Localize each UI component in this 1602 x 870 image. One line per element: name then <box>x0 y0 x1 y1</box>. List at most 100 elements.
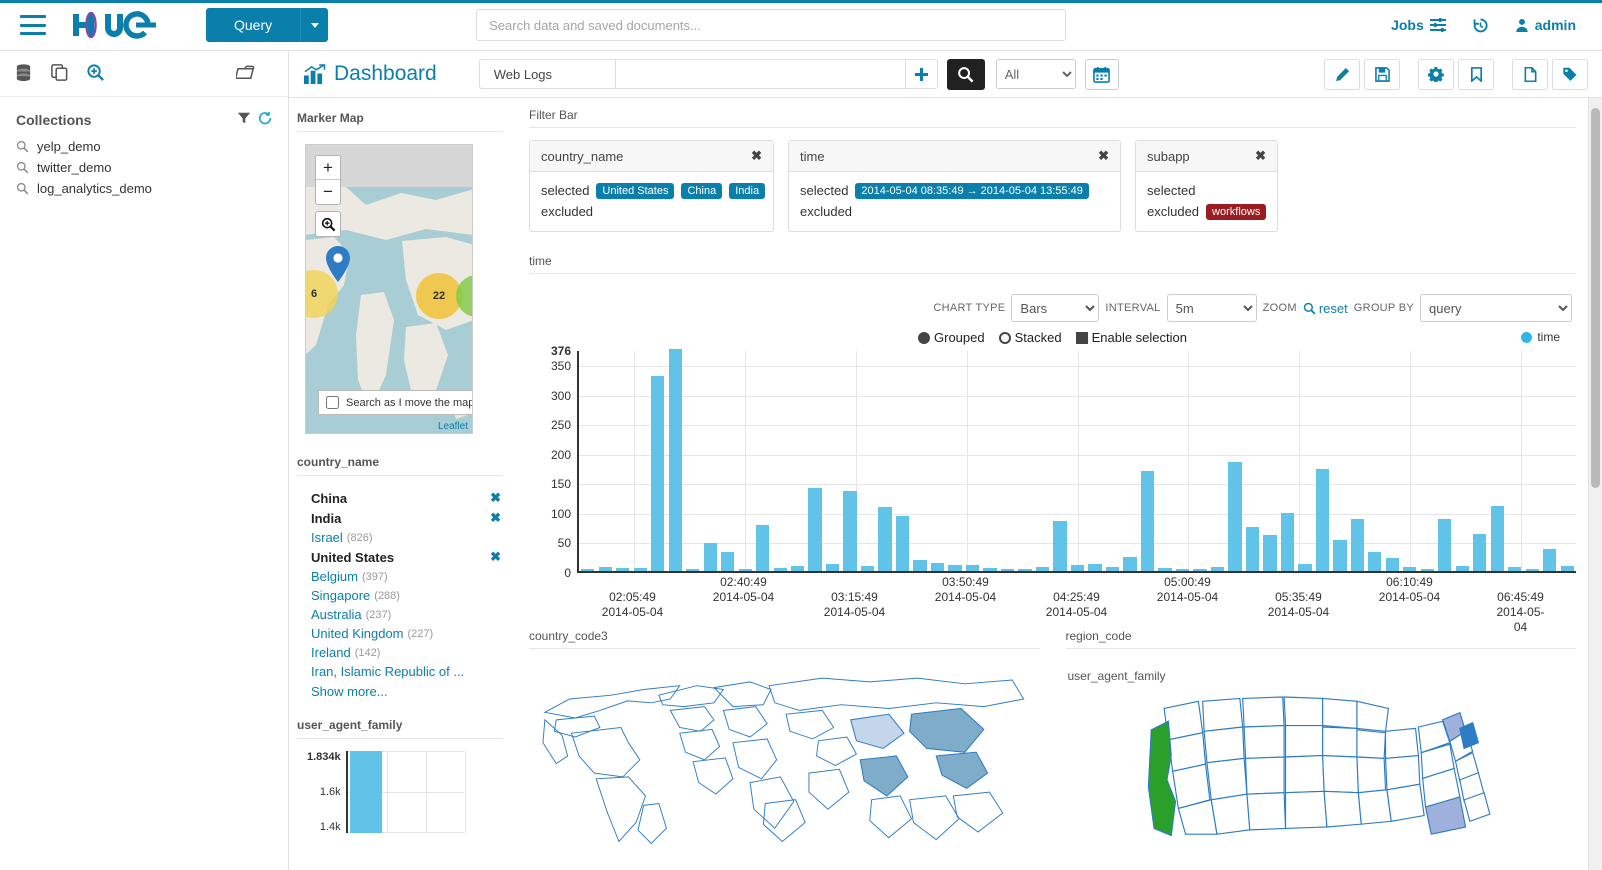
zoom-reset-link[interactable]: reset <box>1303 301 1348 316</box>
scope-select[interactable]: All <box>995 59 1076 89</box>
search-as-i-move-checkbox[interactable] <box>326 396 339 409</box>
leaflet-attribution[interactable]: Leaflet <box>437 421 468 432</box>
chart-bar[interactable] <box>1105 566 1120 571</box>
chart-bar[interactable] <box>1123 556 1137 571</box>
edit-button[interactable] <box>1324 58 1360 90</box>
filter-tag[interactable]: 2014-05-04 08:35:49 → 2014-05-04 13:55:4… <box>855 182 1089 199</box>
chart-bar[interactable] <box>1158 568 1172 571</box>
hue-logo[interactable] <box>68 10 178 40</box>
dashboard-query-input[interactable] <box>614 59 905 89</box>
search-zoom-icon[interactable] <box>86 63 105 85</box>
collection-name-field[interactable]: Web Logs <box>478 59 615 89</box>
facet-show-more-link[interactable]: Show more... <box>311 684 388 699</box>
reset-label[interactable]: reset <box>1318 300 1348 316</box>
date-range-button[interactable] <box>1084 58 1119 90</box>
facet-item[interactable]: Singapore (288) <box>311 586 501 605</box>
grouped-radio[interactable]: Grouped <box>918 330 985 345</box>
chart-bar[interactable] <box>703 542 717 571</box>
chart-bar[interactable] <box>878 507 892 571</box>
chart-bar[interactable] <box>1035 567 1050 571</box>
chart-bar[interactable] <box>1210 567 1225 571</box>
chart-bar[interactable] <box>1228 462 1242 571</box>
chart-bar[interactable] <box>1350 519 1364 571</box>
close-icon[interactable]: ✖ <box>751 148 762 163</box>
chart-bar[interactable] <box>1018 569 1032 571</box>
chart-bar[interactable] <box>895 516 910 571</box>
collection-item[interactable]: log_analytics_demo <box>0 178 288 199</box>
global-search-input[interactable] <box>476 9 1067 41</box>
chart-bar[interactable] <box>1473 534 1487 571</box>
chart-bar[interactable] <box>1560 565 1574 571</box>
refresh-icon[interactable] <box>258 111 272 128</box>
world-choropleth-map[interactable] <box>529 661 1040 851</box>
chart-bar[interactable] <box>1385 558 1399 571</box>
chart-bar[interactable] <box>633 568 647 571</box>
chart-bar[interactable] <box>616 568 630 571</box>
folder-icon[interactable] <box>234 63 257 85</box>
chart-type-select[interactable]: Bars <box>1011 294 1100 322</box>
chart-bar[interactable] <box>913 559 927 571</box>
facet-label[interactable]: China <box>311 490 348 506</box>
chart-bar[interactable] <box>1403 567 1417 571</box>
chart-bar[interactable] <box>1368 551 1382 571</box>
map-zoom-controls[interactable]: + − <box>315 155 341 205</box>
chart-bar[interactable] <box>1000 568 1015 571</box>
chart-bar[interactable] <box>1053 521 1067 571</box>
chart-bar[interactable] <box>1298 563 1312 571</box>
query-button[interactable]: Query <box>206 8 301 42</box>
chart-bar[interactable] <box>1420 568 1434 571</box>
documents-icon[interactable] <box>50 63 69 85</box>
scrollbar-thumb[interactable] <box>1591 108 1600 488</box>
collection-item[interactable]: yelp_demo <box>0 136 288 157</box>
chart-bar[interactable] <box>598 567 612 571</box>
chart-bar[interactable] <box>1263 534 1277 571</box>
chart-bar[interactable] <box>686 569 700 571</box>
facet-item[interactable]: Israel (826) <box>311 528 501 547</box>
stacked-radio[interactable]: Stacked <box>998 330 1062 345</box>
collection-item[interactable]: twitter_demo <box>0 157 288 178</box>
facet-label[interactable]: Ireland <box>311 645 351 660</box>
interval-select[interactable]: 5m <box>1166 294 1257 322</box>
chart-bar[interactable] <box>843 490 857 571</box>
chart-bar[interactable] <box>948 565 962 571</box>
chart-bar[interactable] <box>581 568 595 571</box>
chart-bar[interactable] <box>1070 565 1085 571</box>
settings-button[interactable] <box>1418 58 1454 90</box>
chart-plot[interactable] <box>577 349 1576 573</box>
map-zoom-in-button[interactable]: + <box>316 156 340 180</box>
close-icon[interactable]: ✖ <box>1098 148 1109 163</box>
group-by-select[interactable]: query <box>1420 294 1572 322</box>
map-cluster[interactable]: 2 <box>456 275 472 317</box>
new-document-button[interactable] <box>1512 58 1548 90</box>
chart-bar[interactable] <box>1490 506 1504 571</box>
chart-bar[interactable] <box>1140 470 1155 571</box>
run-search-button[interactable] <box>946 58 985 90</box>
chart-bar[interactable] <box>651 375 665 571</box>
chart-bar[interactable] <box>1508 567 1522 571</box>
facet-label[interactable]: Belgium <box>311 569 358 584</box>
filter-icon[interactable] <box>237 111 251 128</box>
facet-item[interactable]: India ✖ <box>311 508 501 528</box>
chart-bar[interactable] <box>738 568 752 571</box>
facet-label[interactable]: Iran, Islamic Republic of ... <box>311 664 465 679</box>
facet-item[interactable]: Australia (237) <box>311 605 501 624</box>
map-zoom-out-button[interactable]: − <box>323 182 333 201</box>
facet-label[interactable]: Australia <box>311 607 362 622</box>
menu-toggle-icon[interactable] <box>20 15 46 35</box>
chart-bar[interactable] <box>668 349 682 571</box>
database-icon[interactable] <box>14 63 33 85</box>
close-icon[interactable]: ✖ <box>1255 148 1266 163</box>
chart-bar[interactable] <box>1438 519 1452 571</box>
facet-label[interactable]: United Kingdom <box>311 626 404 641</box>
chart-bar[interactable] <box>756 524 770 571</box>
chart-bar[interactable] <box>1175 568 1190 571</box>
chart-bar[interactable] <box>1333 540 1347 571</box>
enable-selection-toggle[interactable]: Enable selection <box>1075 330 1187 345</box>
filter-tag[interactable]: India <box>729 182 766 199</box>
mini-chart-bar[interactable] <box>349 751 382 833</box>
facet-remove-icon[interactable]: ✖ <box>490 549 501 564</box>
chart-bar[interactable] <box>1525 568 1539 571</box>
facet-item[interactable]: United States ✖ <box>311 547 501 567</box>
facet-label[interactable]: India <box>311 510 342 526</box>
map-marker-pin[interactable] <box>324 245 352 283</box>
